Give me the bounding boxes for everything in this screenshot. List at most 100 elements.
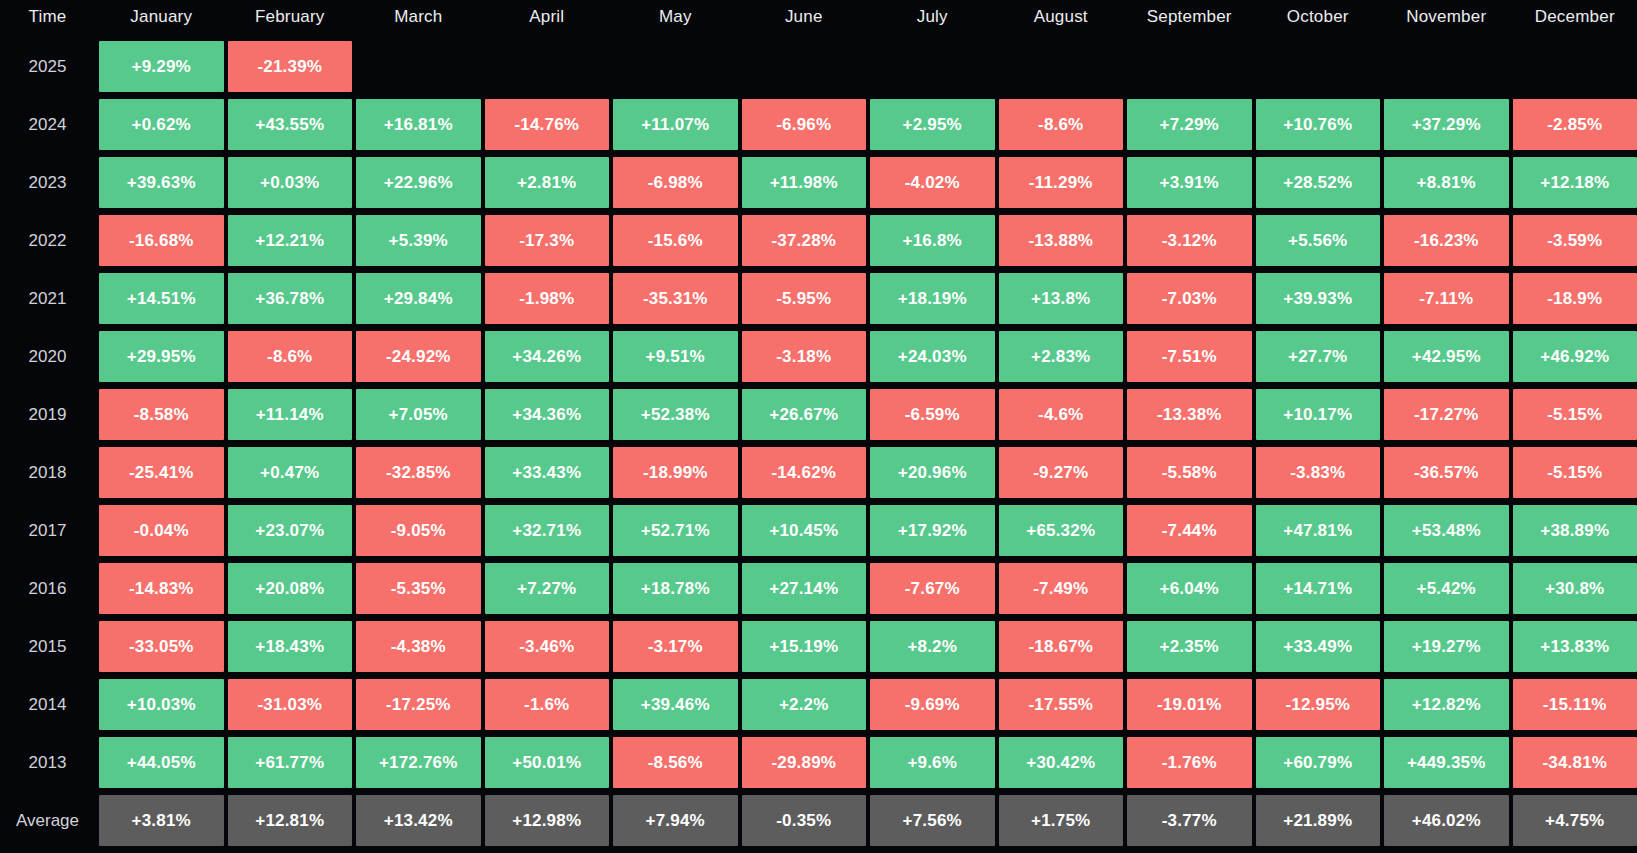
return-cell: +10.76% xyxy=(1256,99,1381,150)
return-cell: +13.8% xyxy=(999,273,1124,324)
return-cell: +3.91% xyxy=(1127,157,1252,208)
return-cell: +10.17% xyxy=(1256,389,1381,440)
return-cell: +36.78% xyxy=(228,273,353,324)
return-cell: +21.89% xyxy=(1256,795,1381,846)
return-cell: -35.31% xyxy=(613,273,738,324)
return-cell: -6.59% xyxy=(870,389,995,440)
row-label-2014: 2014 xyxy=(0,679,95,730)
return-cell: +9.6% xyxy=(870,737,995,788)
return-cell: -19.01% xyxy=(1127,679,1252,730)
return-cell: +12.98% xyxy=(485,795,610,846)
return-cell: +12.81% xyxy=(228,795,353,846)
return-cell: +61.77% xyxy=(228,737,353,788)
return-cell: -9.69% xyxy=(870,679,995,730)
return-cell: +8.2% xyxy=(870,621,995,672)
return-cell xyxy=(1256,41,1381,92)
return-cell: -12.95% xyxy=(1256,679,1381,730)
return-cell: +37.29% xyxy=(1384,99,1509,150)
return-cell: -3.46% xyxy=(485,621,610,672)
return-cell: +5.42% xyxy=(1384,563,1509,614)
return-cell: -24.92% xyxy=(356,331,481,382)
return-cell: +172.76% xyxy=(356,737,481,788)
row-label-2013: 2013 xyxy=(0,737,95,788)
return-cell: -3.12% xyxy=(1127,215,1252,266)
return-cell: +13.83% xyxy=(1513,621,1637,672)
return-cell: +27.14% xyxy=(742,563,867,614)
return-cell: +2.83% xyxy=(999,331,1124,382)
return-cell: +7.94% xyxy=(613,795,738,846)
return-cell: +39.93% xyxy=(1256,273,1381,324)
return-cell: -5.95% xyxy=(742,273,867,324)
column-header-time: Time xyxy=(0,0,95,34)
return-cell: +3.81% xyxy=(99,795,224,846)
return-cell: -14.62% xyxy=(742,447,867,498)
return-cell: +46.92% xyxy=(1513,331,1637,382)
return-cell: +5.39% xyxy=(356,215,481,266)
column-header-month: April xyxy=(485,0,610,34)
return-cell: +7.56% xyxy=(870,795,995,846)
return-cell: -4.6% xyxy=(999,389,1124,440)
return-cell: +10.03% xyxy=(99,679,224,730)
return-cell: +8.81% xyxy=(1384,157,1509,208)
return-cell: -4.38% xyxy=(356,621,481,672)
return-cell: +46.02% xyxy=(1384,795,1509,846)
return-cell: +11.98% xyxy=(742,157,867,208)
return-cell: +2.35% xyxy=(1127,621,1252,672)
return-cell: +18.19% xyxy=(870,273,995,324)
return-cell: -17.55% xyxy=(999,679,1124,730)
return-cell: +7.27% xyxy=(485,563,610,614)
return-cell: -16.68% xyxy=(99,215,224,266)
return-cell: -29.89% xyxy=(742,737,867,788)
return-cell: +19.27% xyxy=(1384,621,1509,672)
return-cell: +29.95% xyxy=(99,331,224,382)
return-cell: -17.25% xyxy=(356,679,481,730)
return-cell: -16.23% xyxy=(1384,215,1509,266)
return-cell: -32.85% xyxy=(356,447,481,498)
return-cell: -6.96% xyxy=(742,99,867,150)
return-cell: -14.76% xyxy=(485,99,610,150)
row-label-2024: 2024 xyxy=(0,99,95,150)
return-cell: +26.67% xyxy=(742,389,867,440)
return-cell: +6.04% xyxy=(1127,563,1252,614)
return-cell: +38.89% xyxy=(1513,505,1637,556)
return-cell: -31.03% xyxy=(228,679,353,730)
return-cell: +16.8% xyxy=(870,215,995,266)
return-cell: -5.15% xyxy=(1513,389,1637,440)
return-cell: +50.01% xyxy=(485,737,610,788)
return-cell: -7.44% xyxy=(1127,505,1252,556)
return-cell: +60.79% xyxy=(1256,737,1381,788)
return-cell: +44.05% xyxy=(99,737,224,788)
return-cell: +47.81% xyxy=(1256,505,1381,556)
return-cell: -34.81% xyxy=(1513,737,1637,788)
row-label-average: Average xyxy=(0,795,95,846)
return-cell: -18.9% xyxy=(1513,273,1637,324)
return-cell: -7.11% xyxy=(1384,273,1509,324)
return-cell xyxy=(485,41,610,92)
return-cell: -21.39% xyxy=(228,41,353,92)
return-cell: -7.49% xyxy=(999,563,1124,614)
return-cell xyxy=(356,41,481,92)
return-cell: +28.52% xyxy=(1256,157,1381,208)
return-cell: +0.03% xyxy=(228,157,353,208)
return-cell: +14.71% xyxy=(1256,563,1381,614)
return-cell: +65.32% xyxy=(999,505,1124,556)
return-cell: +42.95% xyxy=(1384,331,1509,382)
return-cell: +15.19% xyxy=(742,621,867,672)
return-cell: -18.67% xyxy=(999,621,1124,672)
return-cell: -5.58% xyxy=(1127,447,1252,498)
return-cell: +9.29% xyxy=(99,41,224,92)
return-cell: -7.03% xyxy=(1127,273,1252,324)
return-cell: +2.95% xyxy=(870,99,995,150)
return-cell: +53.48% xyxy=(1384,505,1509,556)
return-cell: +1.75% xyxy=(999,795,1124,846)
column-header-month: September xyxy=(1127,0,1252,34)
return-cell xyxy=(1513,41,1637,92)
row-label-2018: 2018 xyxy=(0,447,95,498)
return-cell: +12.21% xyxy=(228,215,353,266)
return-cell: +2.81% xyxy=(485,157,610,208)
return-cell: +23.07% xyxy=(228,505,353,556)
return-cell: +27.7% xyxy=(1256,331,1381,382)
row-label-2020: 2020 xyxy=(0,331,95,382)
return-cell: +30.42% xyxy=(999,737,1124,788)
monthly-returns-heatmap: TimeJanuaryFebruaryMarchAprilMayJuneJuly… xyxy=(0,0,1637,853)
